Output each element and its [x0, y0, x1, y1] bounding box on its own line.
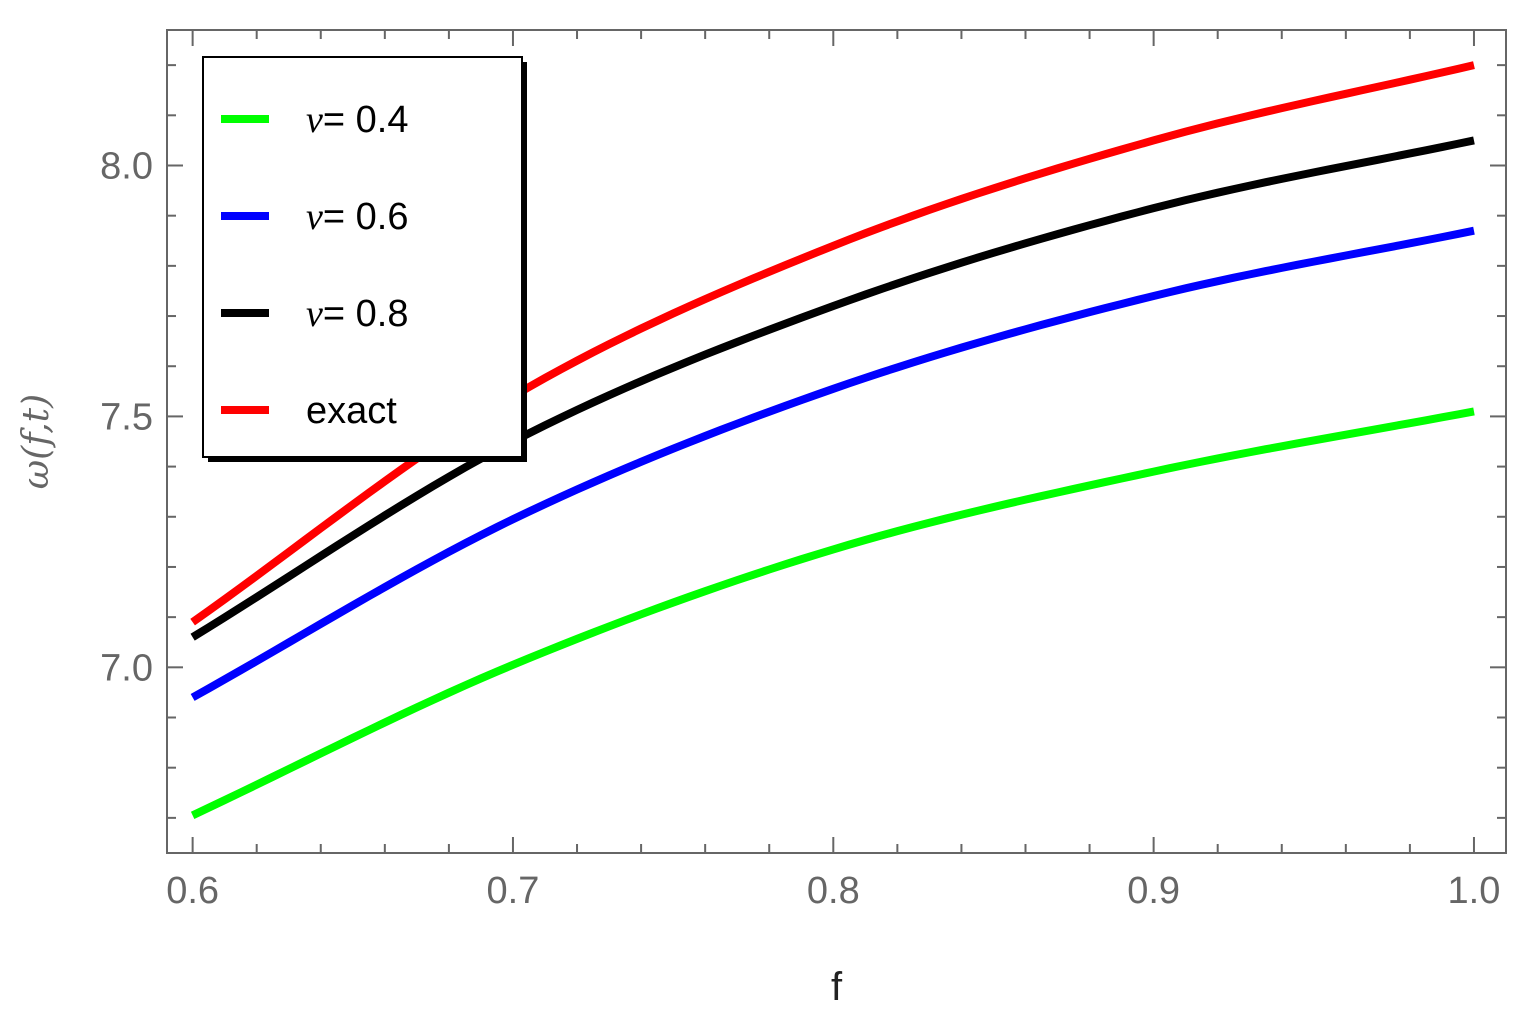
axis-ticks [167, 30, 1506, 853]
series-line-3 [190, 136, 1475, 641]
y-axis-label: ω(f,t) [16, 394, 57, 489]
legend-label: v= 0.4 [306, 99, 408, 141]
x-tick-label: 0.6 [166, 870, 219, 912]
series-lines [190, 61, 1475, 819]
y-tick-labels: 7.0 7.5 8.0 [100, 145, 153, 689]
y-tick-label: 7.0 [100, 647, 153, 689]
series-line-4 [190, 61, 1475, 626]
plot-frame [166, 29, 1507, 854]
x-axis-label: f [831, 965, 843, 1009]
legend-label: v= 0.6 [306, 196, 408, 238]
x-tick-label: 0.7 [487, 870, 540, 912]
x-tick-label: 0.8 [807, 870, 860, 912]
y-tick-label: 7.5 [100, 396, 153, 438]
legend-label: exact [306, 390, 397, 432]
y-tick-label: 8.0 [100, 145, 153, 187]
x-tick-label: 0.9 [1127, 870, 1180, 912]
legend: v= 0.4 v= 0.6 v= 0.8 exact [202, 56, 527, 462]
series-line-2 [190, 226, 1475, 701]
x-tick-label: 1.0 [1448, 870, 1501, 912]
series-line-1 [190, 407, 1475, 819]
x-tick-labels: 0.6 0.7 0.8 0.9 1.0 [166, 870, 1500, 912]
legend-box [202, 56, 523, 458]
legend-label: v= 0.8 [306, 293, 408, 335]
